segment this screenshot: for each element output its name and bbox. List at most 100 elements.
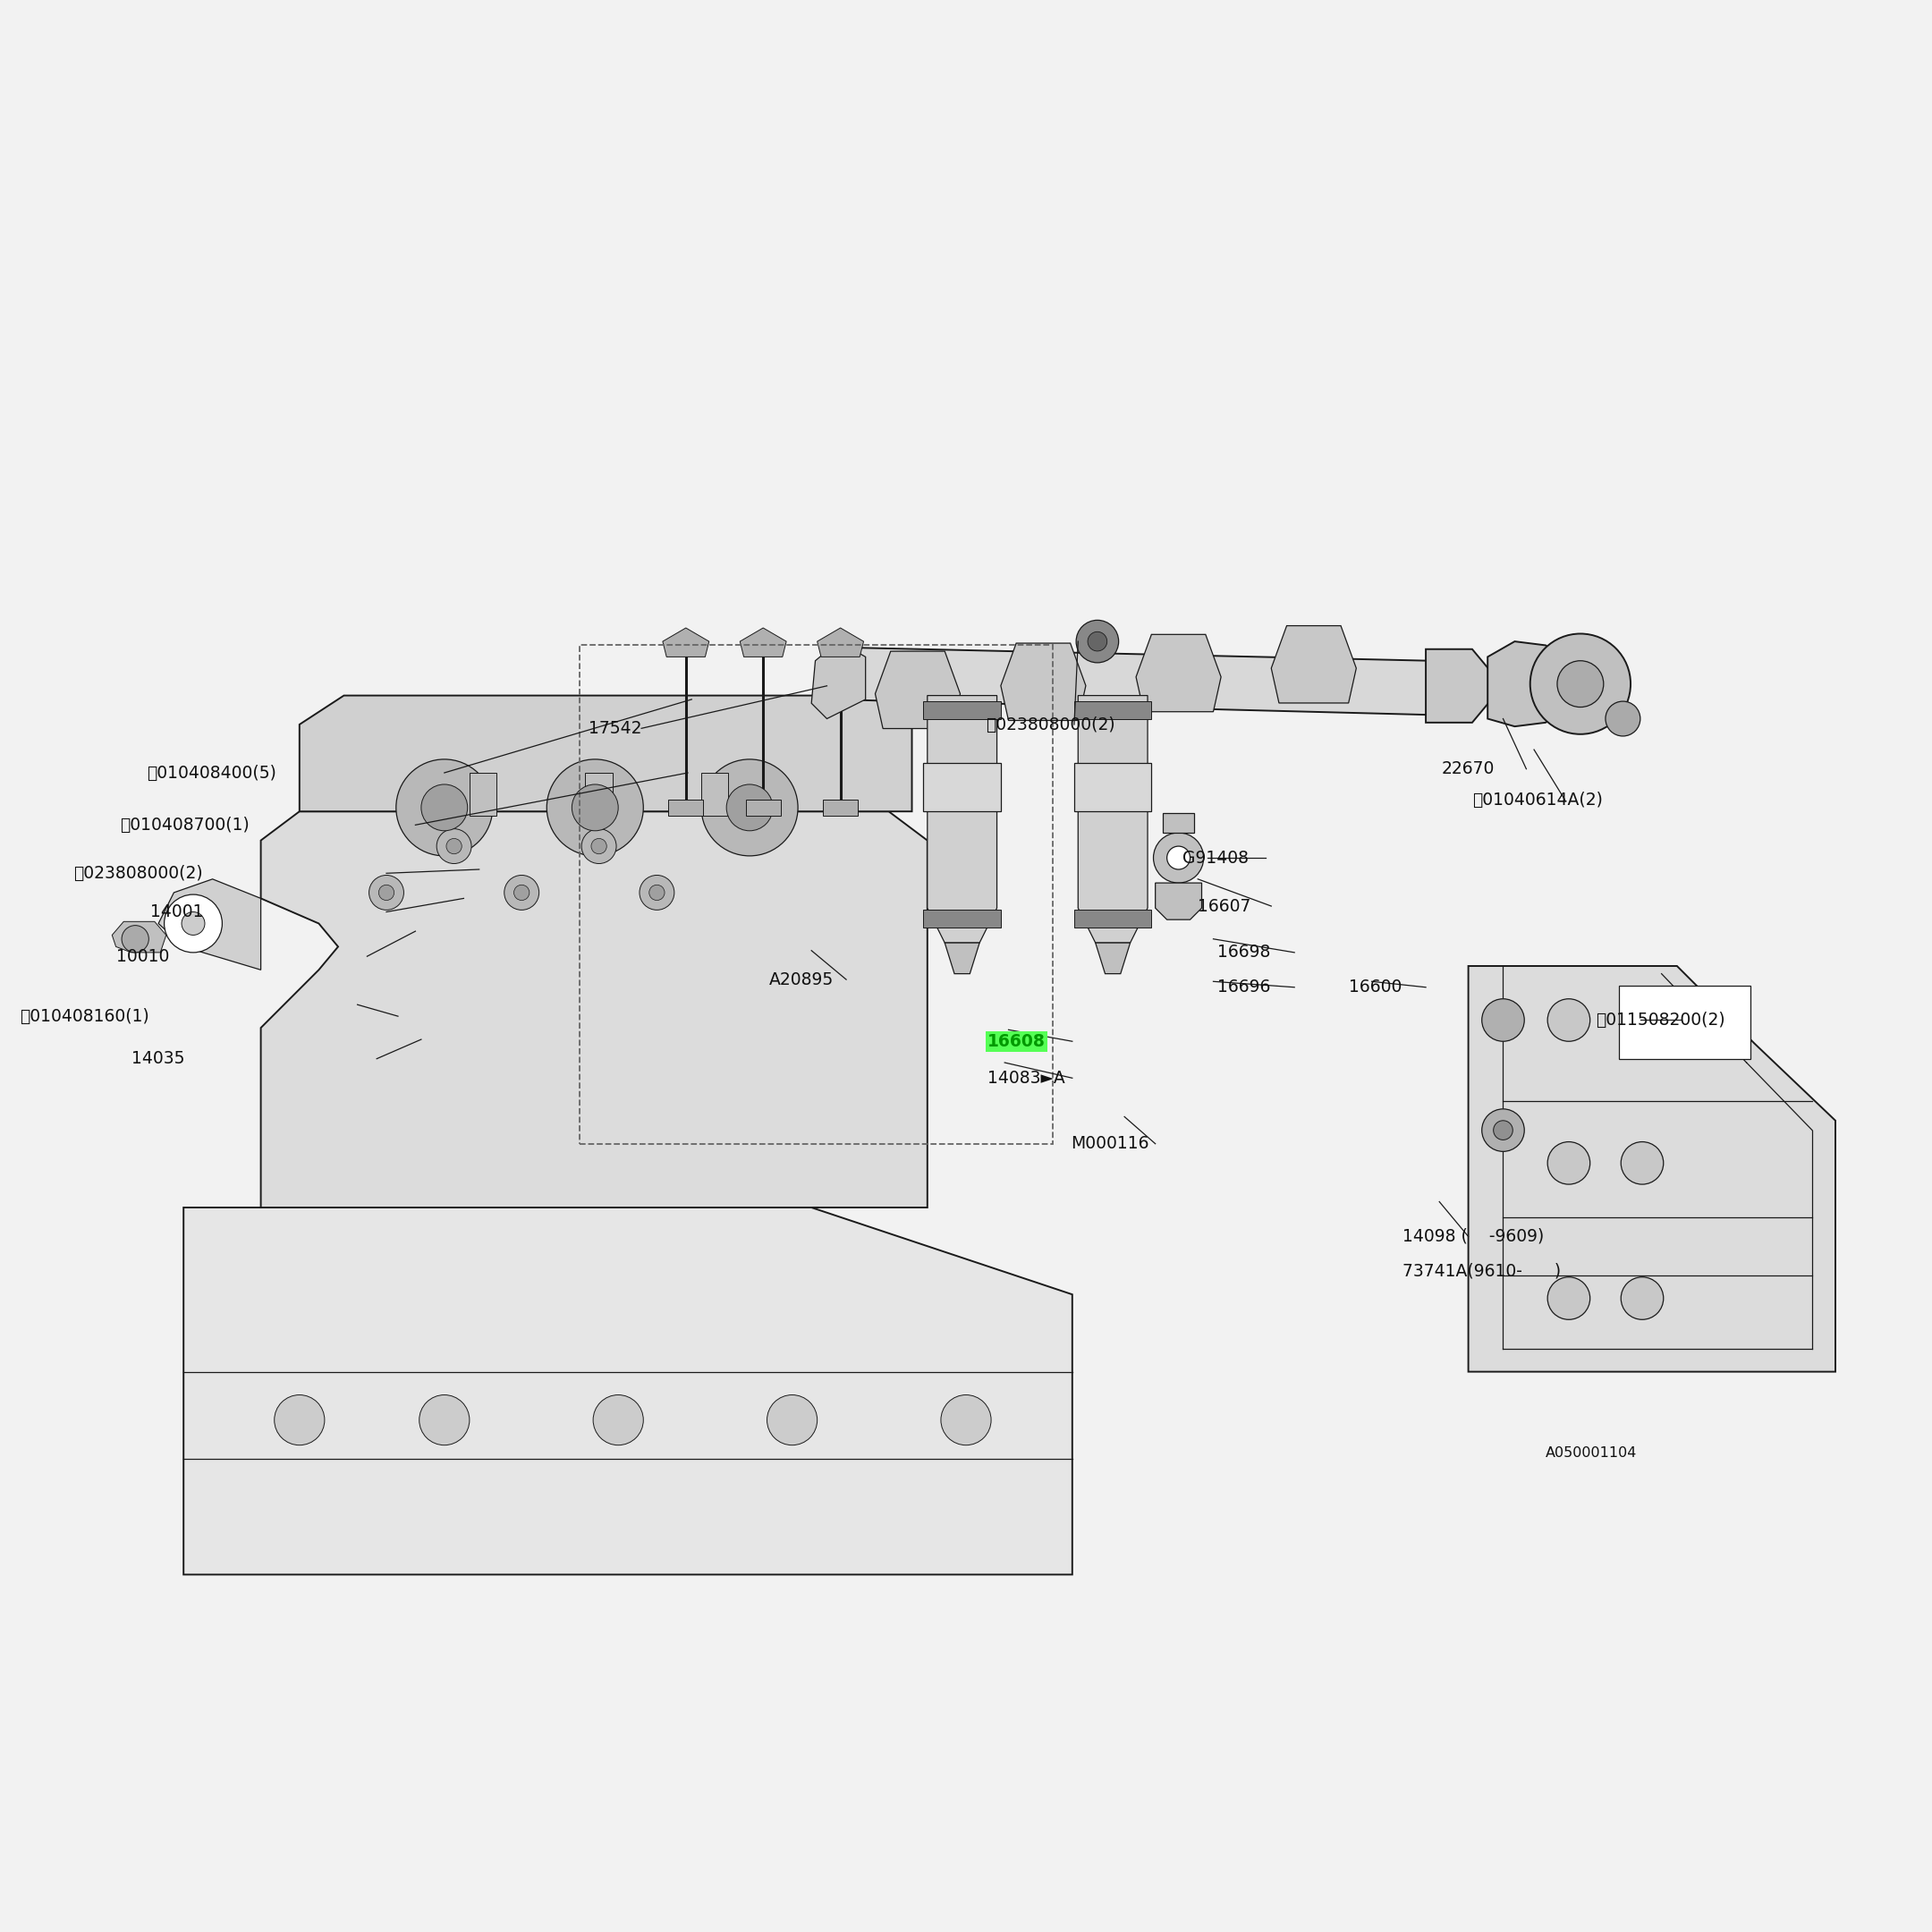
Text: 14083►A: 14083►A [987, 1070, 1065, 1086]
Circle shape [122, 925, 149, 952]
Text: A20895: A20895 [769, 972, 833, 987]
Circle shape [1548, 1142, 1590, 1184]
Text: 16607: 16607 [1198, 898, 1250, 914]
Text: Ⓗ01040614A(2): Ⓗ01040614A(2) [1472, 792, 1604, 808]
Polygon shape [927, 696, 997, 943]
Circle shape [1482, 1109, 1524, 1151]
Bar [1163, 813, 1194, 833]
Polygon shape [831, 647, 1430, 715]
Text: 14035: 14035 [131, 1051, 185, 1066]
Circle shape [1621, 1142, 1663, 1184]
Circle shape [1493, 1121, 1513, 1140]
Circle shape [421, 784, 468, 831]
Text: 73741A(9610-      ): 73741A(9610- ) [1403, 1264, 1561, 1279]
Circle shape [379, 885, 394, 900]
Circle shape [701, 759, 798, 856]
Text: Ⓗ010408160(1): Ⓗ010408160(1) [19, 1009, 149, 1024]
Bar [580, 645, 1053, 1144]
Polygon shape [663, 628, 709, 657]
Circle shape [182, 912, 205, 935]
Bar [1619, 985, 1750, 1059]
Polygon shape [1155, 883, 1202, 920]
Circle shape [1167, 846, 1190, 869]
Circle shape [1621, 999, 1663, 1041]
Text: Ⓗ010408400(5): Ⓗ010408400(5) [147, 765, 276, 781]
Text: Ⓗ010408700(1): Ⓗ010408700(1) [120, 817, 249, 833]
Text: Ⓝ023808000(2): Ⓝ023808000(2) [985, 717, 1115, 732]
Text: A050001104: A050001104 [1546, 1447, 1636, 1459]
Polygon shape [945, 943, 980, 974]
Polygon shape [1078, 696, 1148, 943]
Text: 16698: 16698 [1217, 945, 1269, 960]
Text: 22670: 22670 [1441, 761, 1493, 777]
Polygon shape [740, 628, 786, 657]
Polygon shape [1488, 641, 1573, 726]
Circle shape [582, 829, 616, 864]
Bar [923, 763, 1001, 811]
Circle shape [419, 1395, 469, 1445]
Polygon shape [158, 879, 261, 970]
Polygon shape [1136, 634, 1221, 711]
Text: 16600: 16600 [1349, 980, 1401, 995]
Polygon shape [1426, 649, 1492, 723]
Polygon shape [299, 696, 912, 811]
Text: Ⓗ011508200(2): Ⓗ011508200(2) [1596, 1012, 1725, 1028]
Circle shape [1530, 634, 1631, 734]
Circle shape [941, 1395, 991, 1445]
Polygon shape [1095, 943, 1130, 974]
Polygon shape [701, 773, 728, 815]
Circle shape [1548, 1277, 1590, 1320]
Bar [1074, 910, 1151, 927]
Circle shape [504, 875, 539, 910]
Circle shape [1621, 1277, 1663, 1320]
Circle shape [572, 784, 618, 831]
Bar [1074, 701, 1151, 719]
Polygon shape [1468, 966, 1835, 1372]
Circle shape [547, 759, 643, 856]
Circle shape [446, 838, 462, 854]
Circle shape [1557, 661, 1604, 707]
Text: 14001: 14001 [151, 904, 205, 920]
Circle shape [514, 885, 529, 900]
Circle shape [591, 838, 607, 854]
Bar [923, 910, 1001, 927]
Text: M000116: M000116 [1070, 1136, 1150, 1151]
Circle shape [437, 829, 471, 864]
Text: 17542: 17542 [587, 721, 641, 736]
Polygon shape [261, 811, 927, 1208]
Text: 16608: 16608 [987, 1034, 1045, 1049]
Polygon shape [1001, 643, 1086, 721]
Text: Ⓝ023808000(2): Ⓝ023808000(2) [73, 866, 203, 881]
Text: 14098 (    -9609): 14098 ( -9609) [1403, 1229, 1544, 1244]
Text: 16696: 16696 [1217, 980, 1269, 995]
Circle shape [396, 759, 493, 856]
Text: 10010: 10010 [116, 949, 168, 964]
Circle shape [1482, 999, 1524, 1041]
Polygon shape [875, 651, 960, 728]
Circle shape [593, 1395, 643, 1445]
Polygon shape [668, 800, 703, 815]
Polygon shape [823, 800, 858, 815]
Polygon shape [112, 922, 166, 952]
Bar [1074, 763, 1151, 811]
Polygon shape [469, 773, 497, 815]
Bar [923, 701, 1001, 719]
Polygon shape [585, 773, 612, 815]
Circle shape [639, 875, 674, 910]
Circle shape [1605, 701, 1640, 736]
Polygon shape [817, 628, 864, 657]
Circle shape [1153, 833, 1204, 883]
Polygon shape [746, 800, 781, 815]
Polygon shape [184, 1208, 1072, 1575]
Circle shape [1548, 999, 1590, 1041]
Circle shape [649, 885, 665, 900]
Circle shape [164, 895, 222, 952]
Circle shape [726, 784, 773, 831]
Text: G91408: G91408 [1182, 850, 1248, 866]
Polygon shape [1271, 626, 1356, 703]
Circle shape [369, 875, 404, 910]
Polygon shape [811, 641, 866, 719]
Circle shape [274, 1395, 325, 1445]
Circle shape [767, 1395, 817, 1445]
Circle shape [1076, 620, 1119, 663]
